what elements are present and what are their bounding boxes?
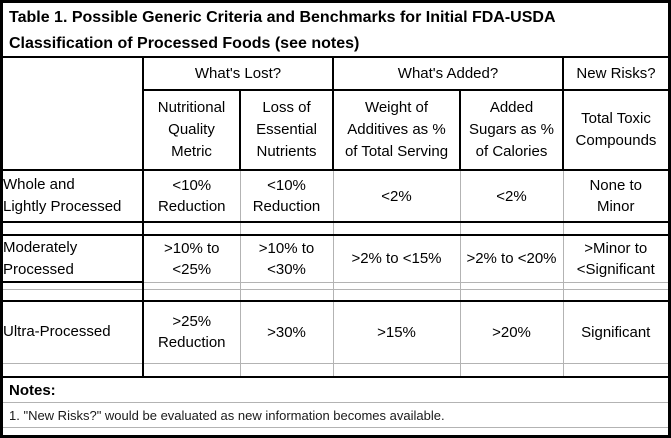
criteria-table: What's Lost? What's Added? New Risks? Nu…	[3, 58, 668, 378]
table-cell: None to Minor	[562, 170, 668, 223]
group-header-whats-lost: What's Lost?	[142, 58, 334, 91]
table-row-ultra-processed: Ultra-Processed >25% Reduction >30% >15%…	[3, 301, 668, 364]
table-cell: >10% to <25%	[142, 235, 241, 283]
group-header-whats-added: What's Added?	[332, 58, 564, 91]
table-cell: >2% to <15%	[332, 235, 461, 283]
spacer-row	[3, 289, 668, 302]
table-cell: <10% Reduction	[239, 170, 334, 223]
column-header-toxic-compounds: Total Toxic Compounds	[562, 89, 668, 171]
group-header-row: What's Lost? What's Added? New Risks?	[3, 58, 668, 171]
spacer-row	[3, 363, 668, 378]
table-cell: >2% to <20%	[459, 235, 564, 283]
table-cell: >30%	[239, 301, 334, 364]
table-title: Table 1. Possible Generic Criteria and B…	[3, 3, 668, 58]
note-item: 1. "New Risks?" would be evaluated as ne…	[3, 403, 668, 428]
table-cell: Significant	[562, 301, 668, 364]
table-cell: <2%	[332, 170, 461, 223]
spacer-row	[3, 282, 668, 290]
notes-heading: Notes:	[3, 378, 668, 403]
table-row-moderately-processed: Moderately Processed >10% to <25% >10% t…	[3, 235, 668, 283]
group-header-new-risks: New Risks?	[562, 58, 668, 91]
spacer-row	[3, 222, 668, 236]
table-row-whole-lightly-processed: Whole and Lightly Processed <10% Reducti…	[3, 170, 668, 223]
row-label: Moderately Processed	[3, 235, 144, 283]
column-header-loss-nutrients: Loss of Essential Nutrients	[239, 89, 334, 171]
table-cell: >25% Reduction	[142, 301, 241, 364]
table-cell: >10% to <30%	[239, 235, 334, 283]
corner-cell	[3, 58, 144, 171]
table-cell: >15%	[332, 301, 461, 364]
column-header-nutritional-quality: Nutritional Quality Metric	[142, 89, 241, 171]
table-cell: <2%	[459, 170, 564, 223]
table-cell: >20%	[459, 301, 564, 364]
row-label: Ultra-Processed	[3, 301, 144, 364]
row-label: Whole and Lightly Processed	[3, 170, 144, 223]
column-header-row: Nutritional Quality Metric Loss of Essen…	[3, 89, 668, 171]
column-header-weight-additives: Weight of Additives as % of Total Servin…	[332, 89, 461, 171]
table-cell: >Minor to <Significant	[562, 235, 668, 283]
table-cell: <10% Reduction	[142, 170, 241, 223]
column-header-added-sugars: Added Sugars as % of Calories	[459, 89, 564, 171]
